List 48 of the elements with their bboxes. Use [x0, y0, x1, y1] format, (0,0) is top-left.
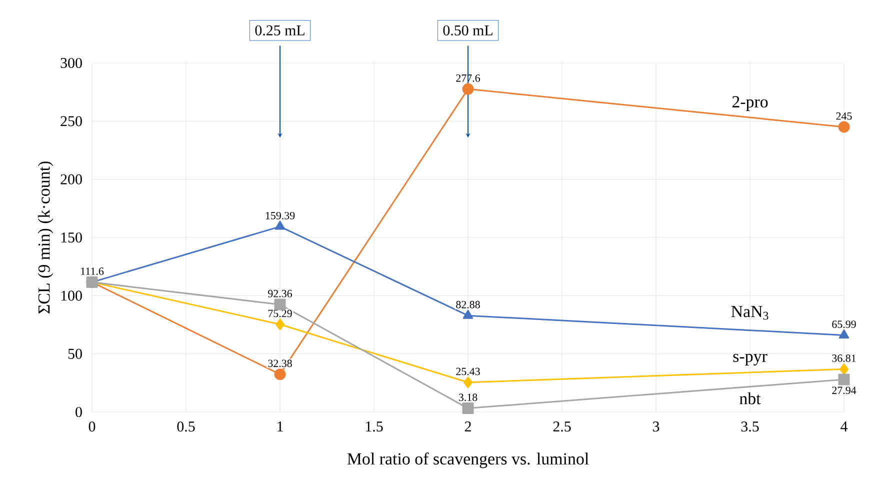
y-tick-label: 100: [61, 290, 82, 301]
y-axis-title: ΣCL (9 min) (k·count): [38, 162, 54, 314]
point: [274, 220, 286, 230]
x-tick-label: 4: [840, 422, 848, 432]
y-tick-label: 50: [68, 348, 82, 359]
y-tick-label: 0: [76, 406, 82, 418]
series-label: nbt: [740, 392, 761, 404]
text: 0.50 mL: [443, 25, 492, 36]
series-label: NaN$_{3}$: [731, 306, 768, 320]
data-label: 25.43: [456, 368, 480, 376]
x-tick-label: 1.5: [366, 422, 383, 432]
data-label: 27.94: [832, 386, 856, 394]
x-tick-label: 1: [278, 422, 283, 432]
y-tick-label: 200: [60, 174, 82, 184]
y-tick-label: 150: [61, 232, 82, 243]
x-tick-label: 2: [464, 422, 471, 432]
x-axis-title: Mol ratio of scavengers vs. luminol: [347, 452, 589, 468]
data-label: 159.39: [266, 212, 295, 220]
data-label: 82.88: [456, 300, 480, 308]
data-label: 92.36: [268, 290, 292, 298]
y-tick-label: 250: [60, 116, 82, 126]
y-tick-label: 300: [60, 58, 82, 68]
x-tick-label: 3: [652, 422, 660, 432]
point: [838, 329, 850, 338]
x-tick-label: 2.5: [553, 422, 571, 432]
point: [462, 83, 474, 95]
point: [462, 310, 474, 319]
data-label: 3.18: [458, 394, 478, 402]
series-label: 2-pro: [732, 96, 768, 111]
x-tick-label: 0: [88, 422, 96, 432]
data-label: 245: [836, 112, 852, 120]
series-label: s-pyr: [733, 354, 768, 366]
point: [464, 376, 473, 388]
point: [838, 374, 850, 386]
point: [276, 318, 285, 330]
point: [274, 368, 286, 380]
point: [840, 363, 849, 375]
point: [274, 298, 286, 310]
data-label: 75.29: [268, 310, 292, 318]
point: [838, 121, 850, 133]
data-label: 36.81: [832, 354, 856, 362]
x-tick-label: 0.5: [177, 422, 195, 432]
data-label: 111.6: [81, 268, 104, 275]
data-label: 32.38: [268, 360, 292, 368]
text: 0.25 mL: [255, 25, 304, 36]
data-label: 65.99: [832, 320, 856, 328]
x-tick-label: 3.5: [741, 422, 759, 432]
point: [462, 402, 474, 414]
